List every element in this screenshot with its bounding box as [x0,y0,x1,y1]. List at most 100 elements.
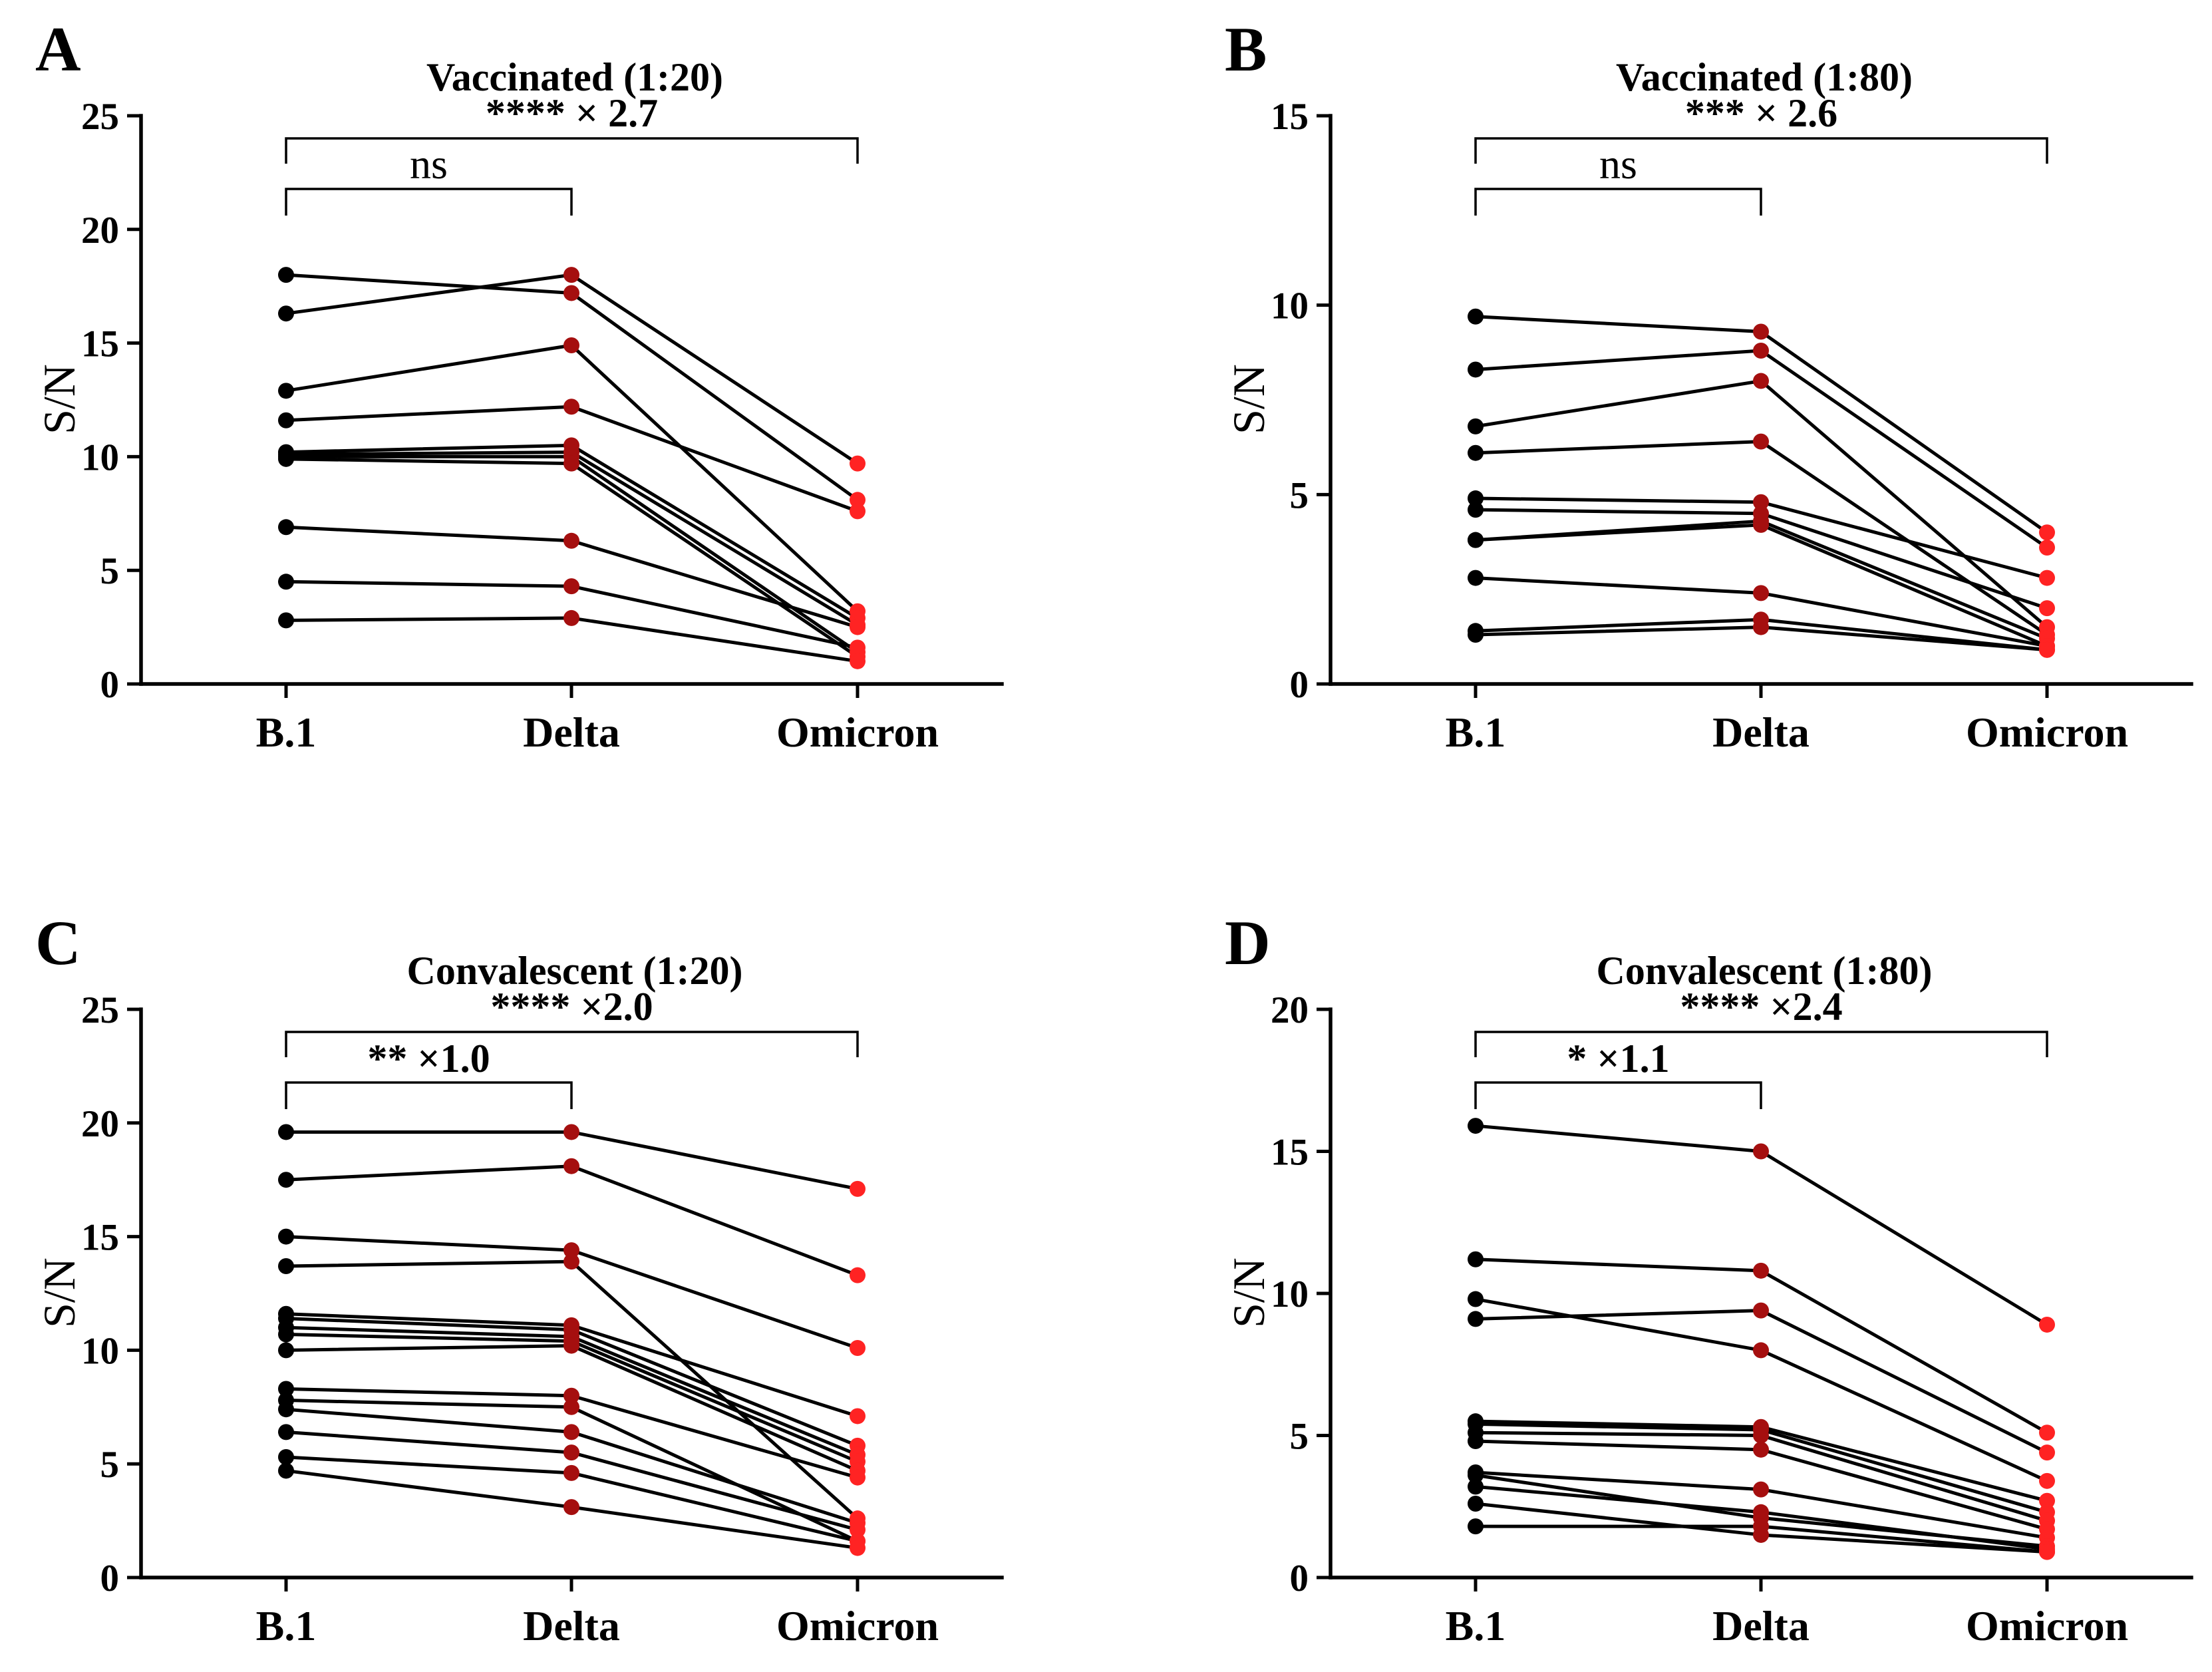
data-point-delta [563,578,579,595]
data-point-b1 [1468,444,1484,461]
y-axis-label: S/N [1223,1257,1274,1328]
data-point-delta [1753,1441,1769,1458]
panel-letter: B [1225,14,1267,84]
data-point-delta [1753,585,1769,601]
x-tick-label-b1: B.1 [1446,1602,1506,1649]
data-point-delta [563,1242,579,1259]
data-point-delta [1753,342,1769,359]
data-point-delta [1753,1518,1769,1535]
panel-d: D Convalescent (1:80) 0 5 10 15 20 B.1 Delta Omic… [1223,908,2193,1649]
y-tick-label: 15 [1271,96,1309,138]
y-axis-label: S/N [1223,364,1274,434]
x-tick-label-omicron: Omicron [776,709,939,756]
data-point-delta [563,337,579,354]
data-point-b1 [1468,1251,1484,1267]
data-point-b1 [1468,1467,1484,1484]
data-point-delta [1753,1262,1769,1279]
y-axis-label: S/N [34,364,84,434]
data-point-b1 [278,450,294,467]
x-tick-label-delta: Delta [1712,1602,1810,1649]
data-point-delta [1753,494,1769,510]
data-point-omicron [2039,1444,2055,1461]
significance-bracket [285,188,573,216]
significance-bracket [1474,137,2048,164]
data-point-delta [563,1444,579,1461]
y-tick-label: 15 [81,1217,119,1259]
significance-bracket [285,1081,573,1109]
x-tick-label-delta: Delta [523,1602,620,1649]
panel-letter: C [35,908,81,978]
data-point-delta [1753,1481,1769,1498]
y-tick-label: 25 [81,989,119,1031]
data-point-delta [1753,1302,1769,1319]
y-tick-label: 0 [1290,1558,1309,1599]
data-point-delta [1753,433,1769,450]
significance-bracket [1474,1081,1762,1109]
data-point-b1 [278,1228,294,1245]
x-tick-label-b1: B.1 [256,709,317,756]
data-point-delta [1753,1143,1769,1160]
y-tick-label: 15 [1271,1132,1309,1174]
data-point-delta [1753,516,1769,533]
data-point-b1 [1468,502,1484,518]
data-point-omicron [2039,641,2055,658]
data-point-delta [563,609,579,626]
data-point-b1 [1468,570,1484,586]
data-point-b1 [1468,1311,1484,1327]
data-point-delta [563,285,579,301]
data-point-delta [1753,1427,1769,1444]
y-tick-label: 15 [81,323,119,365]
data-point-delta [563,1254,579,1270]
data-point-delta [563,1337,579,1354]
data-point-omicron [2039,1424,2055,1441]
significance-bracket [285,137,859,164]
data-point-b1 [278,305,294,322]
data-point-b1 [278,1124,294,1140]
x-tick-label-delta: Delta [1712,709,1810,756]
data-point-omicron [2039,600,2055,617]
data-point-b1 [278,1401,294,1418]
x-tick-label-omicron: Omicron [776,1602,939,1649]
data-point-delta [563,1499,579,1516]
data-point-omicron [2039,1492,2055,1509]
series-line [284,273,860,466]
y-tick-label: 10 [1271,285,1309,327]
significance-label: * ×1.1 [1567,1037,1669,1081]
data-point-b1 [278,574,294,590]
data-point-omicron [2039,1544,2055,1560]
y-tick-label: 0 [100,664,120,706]
significance-bracket [1474,188,1762,216]
x-tick-label-omicron: Omicron [1966,709,2128,756]
y-axis-label: S/N [34,1257,84,1328]
significance-bracket [285,1031,859,1057]
y-tick-label: 0 [100,1558,120,1599]
data-point-omicron [2039,1316,2055,1333]
data-point-omicron [2039,524,2055,541]
data-point-omicron [850,1408,866,1424]
data-point-omicron [850,619,866,635]
panel-letter: A [35,14,81,84]
data-point-delta [563,1387,579,1404]
data-point-delta [563,532,579,549]
data-point-omicron [850,1180,866,1197]
data-point-omicron [850,503,866,520]
y-tick-label: 5 [1290,474,1309,516]
data-point-delta [563,455,579,472]
significance-label: ns [410,140,448,188]
data-point-b1 [278,1448,294,1465]
y-tick-label: 25 [81,96,119,138]
significance-bracket [1474,1031,2048,1057]
series-line [284,457,860,659]
y-tick-label: 10 [81,1330,119,1372]
data-point-omicron [850,653,866,669]
data-point-b1 [278,1172,294,1188]
data-point-delta [563,1124,579,1140]
significance-label: **** ×2.4 [1680,985,1842,1029]
data-point-b1 [278,1342,294,1359]
data-point-b1 [1468,308,1484,325]
data-point-delta [563,1424,579,1440]
data-point-b1 [1468,1118,1484,1134]
panel-b: B Vaccinated (1:80) 0 5 10 15 B.1 Delta Omicron S… [1223,14,2193,756]
panel-letter: D [1225,908,1271,978]
y-tick-label: 10 [1271,1273,1309,1315]
